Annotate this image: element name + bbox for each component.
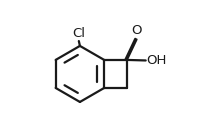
Text: Cl: Cl — [72, 27, 85, 40]
Text: OH: OH — [146, 54, 167, 67]
Text: O: O — [131, 24, 142, 37]
